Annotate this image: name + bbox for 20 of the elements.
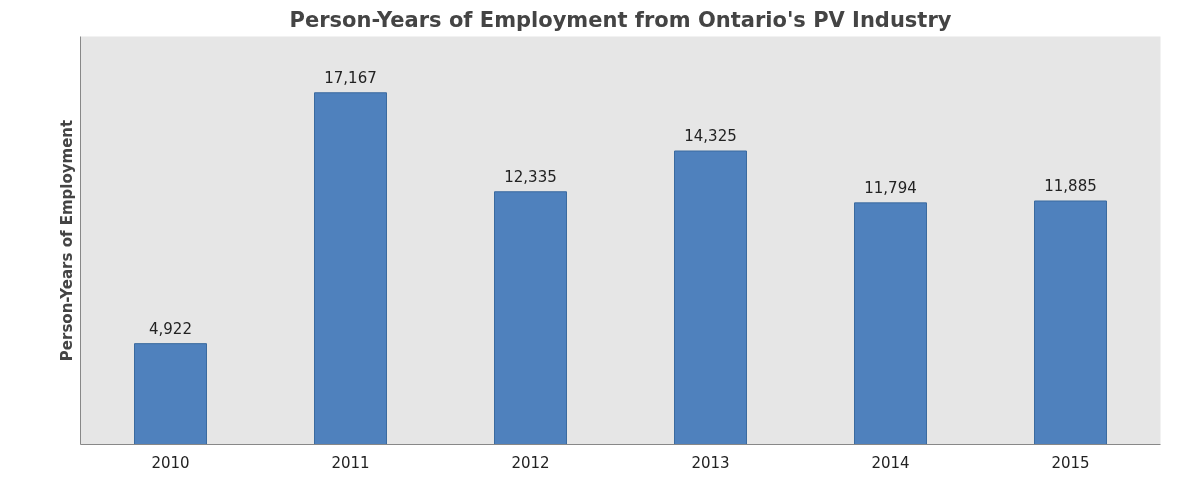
bar [674, 150, 747, 445]
bar [134, 343, 207, 445]
bar [854, 202, 927, 445]
bar [494, 191, 567, 445]
x-tick-label: 2014 [871, 453, 910, 472]
data-label: 11,885 [1044, 177, 1097, 195]
x-tick-label: 2011 [331, 453, 370, 472]
data-label: 4,922 [149, 319, 192, 338]
data-label: 12,335 [504, 167, 557, 186]
chart-title: Person-Years of Employment from Ontario's PV Industry [289, 7, 952, 32]
data-label: 11,794 [864, 178, 917, 197]
y-axis-title: Person-Years of Employment [57, 119, 76, 362]
x-tick-label: 2010 [151, 453, 190, 472]
x-tick-label: 2012 [511, 453, 550, 472]
bar [1034, 200, 1107, 445]
bar [314, 92, 387, 445]
x-tick-label: 2015 [1051, 453, 1090, 472]
x-tick-label: 2013 [691, 453, 730, 472]
data-label: 14,325 [684, 127, 737, 145]
data-label: 17,167 [324, 68, 377, 87]
